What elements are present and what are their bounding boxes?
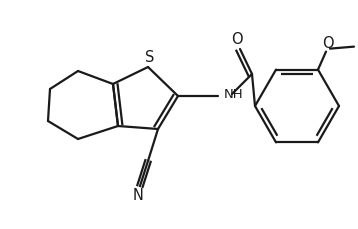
Text: S: S [145,50,155,65]
Text: N: N [132,188,144,203]
Text: NH: NH [224,88,244,101]
Text: O: O [322,36,334,51]
Text: O: O [231,32,243,47]
